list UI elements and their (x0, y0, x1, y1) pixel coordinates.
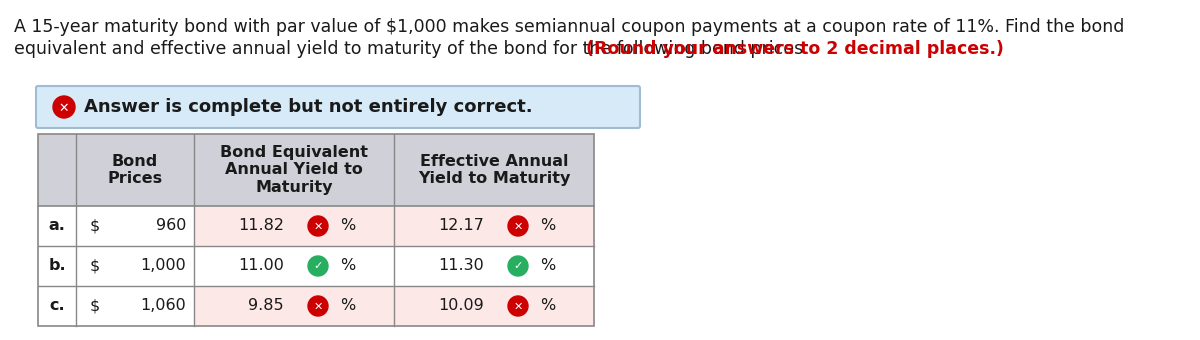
Text: Answer is complete but not entirely correct.: Answer is complete but not entirely corr… (84, 98, 533, 116)
Bar (76, 286, 194, 326)
Text: %: % (340, 299, 355, 313)
Text: Effective Annual
Yield to Maturity: Effective Annual Yield to Maturity (418, 154, 570, 186)
Text: ✕: ✕ (313, 302, 323, 311)
Text: %: % (540, 219, 556, 234)
Text: %: % (540, 299, 556, 313)
Bar (394, 246, 594, 286)
Circle shape (308, 296, 328, 316)
Text: 11.00: 11.00 (238, 258, 284, 273)
Text: %: % (540, 258, 556, 273)
Text: c.: c. (49, 299, 65, 313)
Text: %: % (340, 258, 355, 273)
Bar (194, 286, 394, 326)
Text: 11.82: 11.82 (238, 219, 284, 234)
Bar (394, 206, 594, 246)
Text: ✕: ✕ (514, 302, 523, 311)
Text: b.: b. (48, 258, 66, 273)
Text: ✕: ✕ (313, 221, 323, 232)
Text: (Round your answers to 2 decimal places.): (Round your answers to 2 decimal places.… (586, 40, 1004, 58)
Text: Bond Equivalent
Annual Yield to
Maturity: Bond Equivalent Annual Yield to Maturity (220, 145, 368, 195)
Circle shape (508, 216, 528, 236)
FancyBboxPatch shape (36, 86, 640, 128)
Text: $: $ (90, 258, 101, 273)
Bar (38, 206, 76, 246)
Text: A 15-year maturity bond with par value of $1,000 makes semiannual coupon payment: A 15-year maturity bond with par value o… (14, 18, 1124, 36)
Bar (76, 206, 194, 246)
Text: 1,060: 1,060 (140, 299, 186, 313)
Text: 960: 960 (156, 219, 186, 234)
Text: ✕: ✕ (59, 102, 70, 115)
Bar (38, 286, 76, 326)
Text: 11.30: 11.30 (438, 258, 484, 273)
Circle shape (53, 96, 74, 118)
Bar (38, 134, 594, 206)
Text: Bond
Prices: Bond Prices (108, 154, 162, 186)
Text: ✓: ✓ (313, 261, 323, 272)
Circle shape (508, 256, 528, 276)
Bar (38, 246, 76, 286)
Text: equivalent and effective annual yield to maturity of the bond for the following : equivalent and effective annual yield to… (14, 40, 815, 58)
Text: 1,000: 1,000 (140, 258, 186, 273)
Text: $: $ (90, 219, 101, 234)
Circle shape (308, 216, 328, 236)
Bar (194, 206, 394, 246)
Bar (76, 246, 194, 286)
Text: $: $ (90, 299, 101, 313)
Text: 12.17: 12.17 (438, 219, 484, 234)
Text: ✕: ✕ (514, 221, 523, 232)
Text: 10.09: 10.09 (438, 299, 484, 313)
Bar (194, 246, 394, 286)
Text: ✓: ✓ (514, 261, 523, 272)
Text: 9.85: 9.85 (248, 299, 284, 313)
Circle shape (308, 256, 328, 276)
Circle shape (508, 296, 528, 316)
Bar (394, 286, 594, 326)
Text: a.: a. (48, 219, 66, 234)
Bar (38, 134, 594, 326)
Text: %: % (340, 219, 355, 234)
